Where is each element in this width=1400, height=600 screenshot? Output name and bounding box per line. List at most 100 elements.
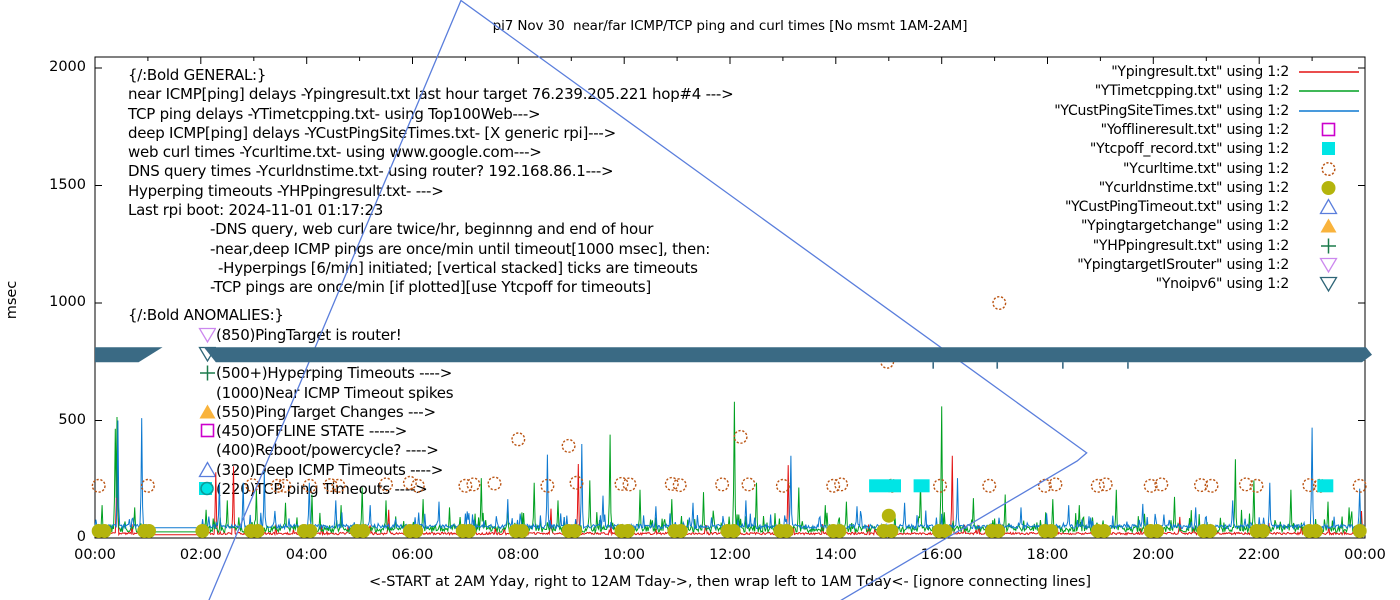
legend-row: "Ypingresult.txt" using 1:2 <box>1111 63 1360 82</box>
anomaly-row: (320)Deep ICMP Timeouts ----> <box>197 460 453 479</box>
y-tick-label: 0 <box>76 529 86 545</box>
legend-row: "Ypingtargetchange" using 1:2 <box>1081 217 1360 236</box>
legend-triangle-up-open-icon <box>1298 197 1360 217</box>
anomaly-row: (450)OFFLINE STATE -----> <box>197 421 453 440</box>
legend-square-filled-icon <box>1298 139 1360 159</box>
legend-label: "YHPpingresult.txt" using 1:2 <box>1092 237 1290 254</box>
general-line: TCP ping delays -YTimetcpping.txt- using… <box>128 104 541 123</box>
legend-label: "YCustPingTimeout.txt" using 1:2 <box>1064 199 1289 216</box>
legend-label: "Ycurldnstime.txt" using 1:2 <box>1098 179 1290 196</box>
legend-line-icon <box>1298 101 1360 121</box>
anomaly-row: (785)no v6 fallback ----> <box>197 344 453 363</box>
general-line: near ICMP[ping] delays -Ypingresult.txt … <box>128 85 734 104</box>
x-tick-label: 08:00 <box>497 547 540 563</box>
legend-label: "YpingtargetISrouter" using 1:2 <box>1077 257 1289 273</box>
anomaly-label: (1000)Near ICMP Timeout spikes <box>216 383 454 402</box>
legend-line-icon <box>1298 81 1360 101</box>
anomaly-spacer <box>197 383 216 402</box>
anomalies-annotation-block: (850)PingTarget is router! (785)no v6 fal… <box>197 325 454 499</box>
legend-triangle-down-open-icon <box>1298 274 1360 294</box>
anomaly-square-circle-icon <box>197 480 216 499</box>
general-line: web curl times -Ycurltime.txt- using www… <box>128 143 542 162</box>
anomaly-label: (320)Deep ICMP Timeouts ----> <box>216 460 444 479</box>
anomaly-label: (500+)Hyperping Timeouts ----> <box>216 364 453 383</box>
legend-circle-open-dotted-icon <box>1298 159 1360 179</box>
legend-square-open-icon <box>1298 120 1360 140</box>
legend-label: "YTimetcpping.txt" using 1:2 <box>1094 83 1290 100</box>
x-tick-label: 06:00 <box>391 547 434 563</box>
anomaly-plus-icon <box>197 364 216 383</box>
legend-row: "Ycurltime.txt" using 1:2 <box>1123 159 1360 178</box>
x-tick-label: 22:00 <box>1238 547 1281 563</box>
y-tick-label: 500 <box>58 411 86 428</box>
y-axis-label: msec <box>4 280 20 320</box>
x-tick-label: 12:00 <box>709 547 751 563</box>
legend-label: "Ycurltime.txt" using 1:2 <box>1123 160 1289 177</box>
anomaly-row: (1000)Near ICMP Timeout spikes <box>197 383 454 402</box>
chart-title: pi7 Nov 30 near/far ICMP/TCP ping and cu… <box>492 18 968 34</box>
x-tick-label: 10:00 <box>603 547 646 563</box>
y-tick-label: 2000 <box>49 59 86 75</box>
general-line: DNS query times -Ycurldnstime.txt- using… <box>128 162 614 181</box>
legend-row: "Ytcpoff_record.txt" using 1:2 <box>1090 140 1360 159</box>
x-tick-label: 20:00 <box>1132 547 1175 563</box>
legend-triangle-up-filled-icon <box>1298 216 1360 236</box>
x-tick-label: 04:00 <box>285 547 328 563</box>
anomaly-row: (500+)Hyperping Timeouts ----> <box>197 364 453 383</box>
legend-label: "Ypingtargetchange" using 1:2 <box>1080 218 1289 235</box>
anomaly-triangle-down-open-icon <box>197 344 216 363</box>
legend-plus-icon <box>1298 236 1360 256</box>
x-tick-label: 18:00 <box>1026 547 1069 563</box>
anomaly-spacer <box>197 441 216 460</box>
legend-row: "Yofflineresult.txt" using 1:2 <box>1101 120 1360 139</box>
anomaly-triangle-down-open-icon <box>197 325 216 344</box>
general-header: {/:Bold GENERAL:} <box>128 66 267 84</box>
anomaly-label: (785)no v6 fallback ----> <box>216 344 395 363</box>
anomaly-row: (550)Ping Target Changes ---> <box>197 402 453 421</box>
general-line: -DNS query, web curl are twice/hr, begin… <box>210 220 654 239</box>
legend-row: "YpingtargetISrouter" using 1:2 <box>1077 256 1360 275</box>
anomaly-triangle-up-filled-icon <box>197 402 216 421</box>
general-line: -TCP pings are once/min [if plotted][use… <box>210 278 652 297</box>
x-tick-label: 14:00 <box>814 547 857 563</box>
x-tick-label: 16:00 <box>920 547 963 563</box>
y-tick-label: 1500 <box>49 176 86 193</box>
x-tick-label: 02:00 <box>179 547 222 563</box>
legend-label: "Ynoipv6" using 1:2 <box>1155 276 1290 293</box>
general-line: Hyperping timeouts -YHPpingresult.txt- -… <box>128 181 444 200</box>
legend-circle-filled-icon <box>1298 178 1360 198</box>
anomaly-row: (220)TCP ping Timeouts ----> <box>197 479 453 498</box>
y-tick-label: 1000 <box>49 294 86 310</box>
anomaly-label: (220)TCP ping Timeouts ----> <box>216 480 428 499</box>
legend-label: "Ypingresult.txt" using 1:2 <box>1111 64 1289 80</box>
anomaly-square-open-icon <box>197 422 216 441</box>
legend-label: "Yofflineresult.txt" using 1:2 <box>1100 121 1290 138</box>
anomaly-label: (850)PingTarget is router! <box>216 325 402 344</box>
legend-row: "Ycurldnstime.txt" using 1:2 <box>1099 178 1360 197</box>
x-tick-label: 00:00 <box>74 547 116 563</box>
anomaly-label: (400)Reboot/powercycle? ----> <box>216 441 439 460</box>
anomaly-triangle-up-open-icon <box>197 460 216 479</box>
x-axis-label: <-START at 2AM Yday, right to 12AM Tday-… <box>369 574 1091 590</box>
general-line: -near,deep ICMP pings are once/min until… <box>210 239 711 258</box>
anomaly-row: (850)PingTarget is router! <box>197 325 453 344</box>
legend-row: "YHPpingresult.txt" using 1:2 <box>1093 236 1360 255</box>
noipv6-band-left <box>95 347 163 363</box>
general-line: deep ICMP[ping] delays -YCustPingSiteTim… <box>128 123 616 142</box>
anomaly-label: (450)OFFLINE STATE -----> <box>216 422 408 441</box>
general-line: Last rpi boot: 2024-11-01 01:17:23 <box>128 201 384 220</box>
anomaly-row: (400)Reboot/powercycle? ----> <box>197 441 453 460</box>
general-annotation-block: {/:Bold GENERAL:} near ICMP[ping] delays … <box>128 66 734 298</box>
anomaly-label: (550)Ping Target Changes ---> <box>216 402 436 421</box>
legend-triangle-down-open-icon <box>1298 255 1360 275</box>
legend-label: "YCustPingSiteTimes.txt" using 1:2 <box>1054 102 1289 119</box>
legend-line-icon <box>1298 62 1360 82</box>
x-tick-label: 00:00 <box>1344 547 1386 563</box>
legend-row: "YCustPingTimeout.txt" using 1:2 <box>1065 198 1360 217</box>
legend-row: "YCustPingSiteTimes.txt" using 1:2 <box>1054 101 1360 120</box>
legend-label: "Ytcpoff_record.txt" using 1:2 <box>1089 141 1289 158</box>
legend-row: "Ynoipv6" using 1:2 <box>1156 275 1360 294</box>
general-line: -Hyperpings [6/min] initiated; [vertical… <box>218 258 698 277</box>
legend-row: "YTimetcpping.txt" using 1:2 <box>1095 82 1360 101</box>
